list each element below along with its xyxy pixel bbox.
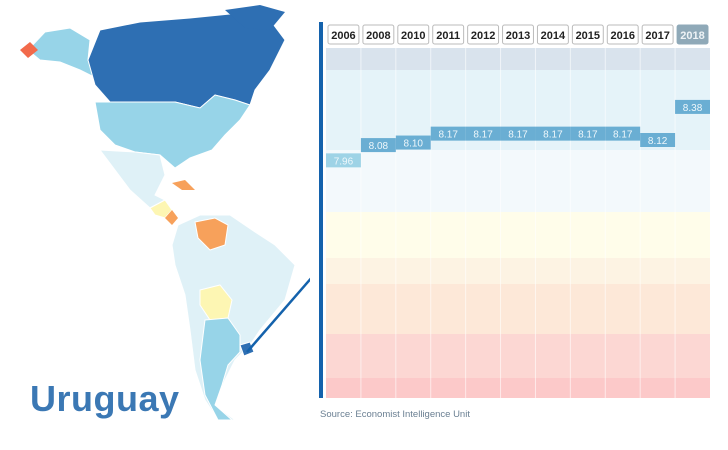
- score-label: 8.17: [543, 130, 563, 141]
- score-bar: [360, 138, 396, 153]
- year-label[interactable]: 2016: [610, 30, 634, 42]
- uruguay[interactable]: [239, 341, 255, 357]
- score-bar: [570, 126, 606, 141]
- score-label: 8.17: [578, 130, 598, 141]
- score-label: 8.08: [369, 141, 389, 152]
- year-tab-2013[interactable]: [502, 24, 534, 45]
- score-label: 8.12: [648, 136, 668, 147]
- score-label: 8.17: [473, 130, 493, 141]
- score-label: 8.38: [683, 103, 703, 114]
- year-label[interactable]: 2008: [366, 30, 390, 42]
- score-label: 8.17: [508, 130, 528, 141]
- score-bar: [640, 133, 676, 147]
- argentina[interactable]: [199, 317, 241, 421]
- year-tab-2015[interactable]: [571, 24, 604, 45]
- score-label: 8.10: [404, 139, 424, 150]
- country-title: Uruguay: [30, 378, 180, 419]
- score-band-7: [326, 378, 710, 398]
- score-band-4: [326, 258, 710, 284]
- score-band-3: [326, 212, 710, 258]
- year-label[interactable]: 2018: [680, 30, 704, 42]
- greenland: [225, 5, 285, 30]
- united-states[interactable]: [94, 94, 251, 169]
- mexico[interactable]: [98, 149, 167, 209]
- score-band-5: [326, 284, 710, 334]
- score-bar: [326, 153, 361, 168]
- year-tab-2018[interactable]: [676, 24, 709, 45]
- year-tab-2017[interactable]: [641, 24, 674, 45]
- alaska[interactable]: [27, 27, 102, 82]
- year-label[interactable]: 2013: [506, 30, 530, 42]
- year-label[interactable]: 2011: [436, 30, 460, 42]
- score-label: 8.17: [438, 130, 458, 141]
- year-label[interactable]: 2015: [576, 30, 600, 42]
- score-label: 7.96: [334, 156, 354, 167]
- year-tab-2016[interactable]: [606, 24, 639, 45]
- venezuela[interactable]: [194, 217, 229, 251]
- year-label[interactable]: 2012: [471, 30, 495, 42]
- cuba[interactable]: [172, 180, 195, 190]
- connector-line: [246, 277, 310, 353]
- score-label: 8.17: [613, 130, 633, 141]
- year-tab-2008[interactable]: [362, 24, 395, 45]
- year-tab-2006[interactable]: [327, 24, 360, 45]
- score-bar: [465, 126, 501, 141]
- year-tab-2012[interactable]: [467, 24, 500, 45]
- score-bar: [535, 126, 571, 141]
- year-label[interactable]: 2010: [401, 30, 425, 42]
- year-label[interactable]: 2017: [645, 30, 669, 42]
- year-label[interactable]: 2014: [541, 30, 566, 42]
- score-bar: [430, 126, 466, 141]
- year-label[interactable]: 2006: [331, 30, 355, 42]
- score-bar: [605, 126, 641, 141]
- score-band-2: [326, 150, 710, 212]
- chart-axis-line: [319, 22, 323, 398]
- score-chart: 2006 7.96 2008 8.08 2010 8.10 2011 8.17 2012 8.17…: [326, 24, 710, 398]
- nicaragua[interactable]: [165, 210, 178, 225]
- year-tab-2011[interactable]: [432, 24, 465, 45]
- score-bar: [675, 99, 710, 114]
- source-note: Source: Economist Intelligence Unit: [320, 409, 470, 420]
- year-tab-2010[interactable]: [397, 24, 430, 45]
- americas-map: [20, 5, 310, 421]
- alaska-west-tip: [20, 42, 38, 58]
- score-bar: [395, 135, 431, 150]
- score-band-0: [326, 48, 710, 70]
- score-bar: [500, 126, 536, 141]
- year-tab-2014[interactable]: [536, 24, 569, 45]
- score-band-6: [326, 334, 710, 378]
